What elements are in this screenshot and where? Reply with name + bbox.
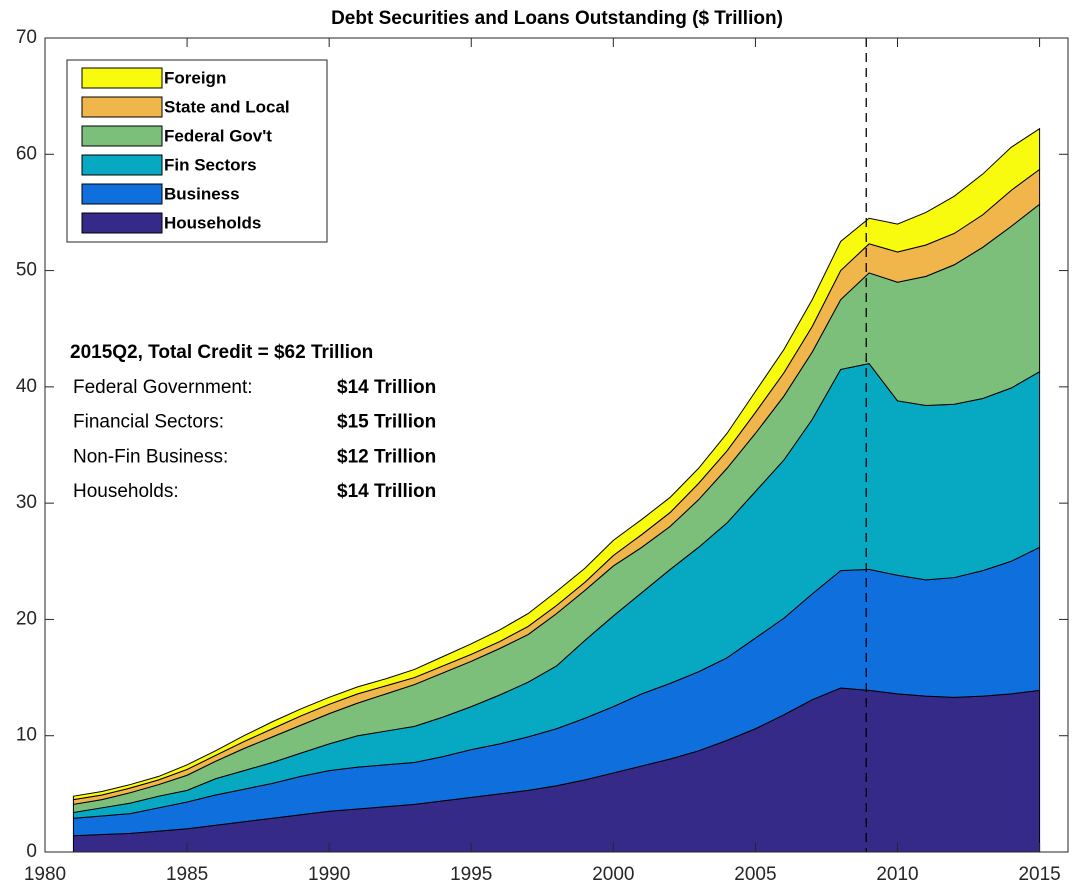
legend-swatch xyxy=(81,125,163,147)
x-tick-label: 2005 xyxy=(734,864,776,885)
legend-label: State and Local xyxy=(164,97,290,116)
x-tick-label: 2015 xyxy=(1018,864,1060,885)
chart-title: Debt Securities and Loans Outstanding ($… xyxy=(331,8,783,29)
legend-swatch xyxy=(81,154,163,176)
y-tick-label: 60 xyxy=(16,143,37,164)
y-tick-label: 20 xyxy=(16,608,37,629)
axes-box xyxy=(44,37,1069,853)
annotation-value: $14 Trillion xyxy=(337,481,436,502)
y-tick-label: 70 xyxy=(16,27,37,48)
annotation-label: Non-Fin Business: xyxy=(73,446,228,467)
annotation-value: $15 Trillion xyxy=(337,412,436,433)
area xyxy=(72,127,1041,801)
legend-label: Federal Gov't xyxy=(164,126,272,145)
legend-label: Business xyxy=(164,184,240,203)
legend-swatch xyxy=(81,96,163,118)
annotation-label: Federal Government: xyxy=(73,377,253,398)
x-tick-label: 1985 xyxy=(166,864,208,885)
annotation-label: Financial Sectors: xyxy=(73,412,224,433)
y-tick-label: 40 xyxy=(16,376,37,397)
x-tick-label: 2000 xyxy=(592,864,634,885)
y-tick-label: 0 xyxy=(26,841,37,862)
legend-swatch xyxy=(81,183,163,205)
x-tick-label: 2010 xyxy=(876,864,918,885)
legend-box xyxy=(66,59,328,243)
y-tick-label: 30 xyxy=(16,492,37,513)
annotation-label: Households: xyxy=(73,481,179,502)
annotation-value: $14 Trillion xyxy=(337,377,436,398)
legend-swatch xyxy=(81,67,163,89)
x-tick-label: 1995 xyxy=(450,864,492,885)
y-tick-label: 50 xyxy=(16,260,37,281)
x-tick-label: 1990 xyxy=(308,864,350,885)
legend-label: Foreign xyxy=(164,68,226,87)
legend-label: Households xyxy=(164,213,261,232)
annotation-title: 2015Q2, Total Credit = $62 Trillion xyxy=(70,342,373,363)
y-tick-label: 10 xyxy=(16,725,37,746)
x-tick-label: 1980 xyxy=(24,864,66,885)
legend-label: Fin Sectors xyxy=(164,155,257,174)
annotation-value: $12 Trillion xyxy=(337,446,436,467)
legend-swatch xyxy=(81,212,163,234)
